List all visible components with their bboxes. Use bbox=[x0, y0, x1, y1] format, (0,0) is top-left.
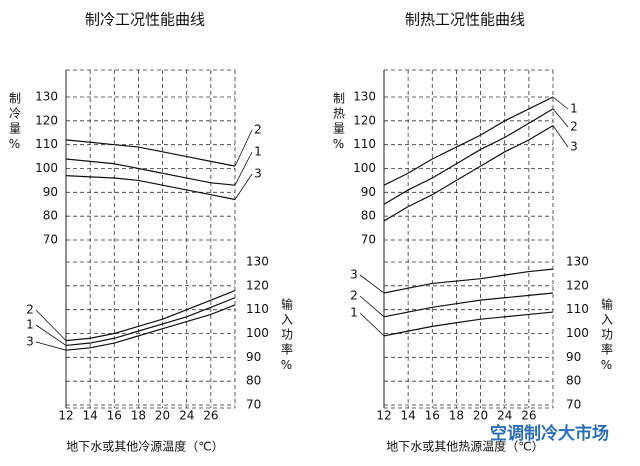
series-line bbox=[383, 268, 554, 294]
x-tick-label: 20 bbox=[155, 409, 170, 423]
y2-tick-label: 100 bbox=[246, 326, 269, 340]
chart-title: 制热工况性能曲线 bbox=[405, 11, 525, 29]
y-tick-label: 70 bbox=[361, 233, 376, 247]
leader-line bbox=[234, 151, 253, 186]
series-line bbox=[65, 297, 236, 347]
y-tick-label: 120 bbox=[35, 113, 58, 127]
leader-line bbox=[35, 309, 67, 341]
series-line bbox=[65, 158, 236, 186]
y2-tick-label: 130 bbox=[246, 255, 269, 269]
x-tick-label: 18 bbox=[449, 409, 464, 423]
y-tick-label: 90 bbox=[361, 185, 376, 199]
series-line bbox=[383, 125, 554, 222]
y-axis-label: 制冷量% bbox=[8, 92, 22, 154]
leader-line bbox=[359, 295, 385, 318]
leader-line bbox=[552, 108, 569, 128]
y2-tick-label: 90 bbox=[566, 350, 581, 364]
chart-title: 制冷工况性能曲线 bbox=[85, 11, 205, 29]
x-tick-label: 16 bbox=[425, 409, 440, 423]
y-tick-label: 90 bbox=[43, 185, 58, 199]
x-tick-label: 18 bbox=[131, 409, 146, 423]
watermark: 空调制冷大市场 bbox=[490, 423, 609, 444]
series-line bbox=[383, 311, 554, 337]
y-tick-label: 100 bbox=[35, 161, 58, 175]
series-line bbox=[383, 108, 554, 205]
x-tick-label: 24 bbox=[179, 409, 194, 423]
series-line bbox=[65, 304, 236, 351]
series-line bbox=[65, 139, 236, 167]
x-tick-label: 12 bbox=[376, 409, 391, 423]
series-label: 1 bbox=[350, 306, 358, 320]
y-tick-label: 70 bbox=[43, 233, 58, 247]
leader-line bbox=[359, 274, 385, 294]
y-tick-label: 100 bbox=[353, 161, 376, 175]
x-axis-label: 地下水或其他冷源温度（℃） bbox=[66, 439, 223, 454]
x-tick-label: 16 bbox=[107, 409, 122, 423]
series-line bbox=[65, 290, 236, 342]
leader-line bbox=[234, 129, 253, 167]
series-label: 3 bbox=[254, 167, 262, 181]
leader-line bbox=[359, 312, 385, 337]
leader-line bbox=[35, 324, 67, 346]
y2-tick-label: 120 bbox=[246, 278, 269, 292]
series-label: 2 bbox=[254, 123, 262, 137]
series-line bbox=[383, 96, 554, 186]
series-label: 3 bbox=[350, 268, 358, 282]
x-tick-label: 14 bbox=[401, 409, 416, 423]
y-axis-label: 制热量% bbox=[332, 92, 346, 154]
y-tick-label: 130 bbox=[35, 90, 58, 104]
leader-line bbox=[552, 96, 569, 110]
y2-tick-label: 120 bbox=[566, 278, 589, 292]
leader-line bbox=[552, 125, 569, 148]
series-line bbox=[65, 175, 236, 201]
x-tick-label: 26 bbox=[521, 409, 536, 423]
y-tick-label: 110 bbox=[35, 137, 58, 151]
y-tick-label: 80 bbox=[43, 209, 58, 223]
series-line bbox=[383, 292, 554, 318]
series-label: 3 bbox=[570, 140, 578, 154]
x-tick-label: 14 bbox=[83, 409, 98, 423]
y2-tick-label: 70 bbox=[246, 398, 261, 412]
y2-tick-label: 80 bbox=[566, 374, 581, 388]
x-tick-label: 24 bbox=[497, 409, 512, 423]
y-tick-label: 120 bbox=[353, 113, 376, 127]
x-tick-label: 12 bbox=[58, 409, 73, 423]
y2-tick-label: 110 bbox=[566, 302, 589, 316]
y-tick-label: 80 bbox=[361, 209, 376, 223]
y2-axis-label: 输入功率% bbox=[280, 297, 294, 375]
y2-tick-label: 70 bbox=[566, 398, 581, 412]
y2-tick-label: 100 bbox=[566, 326, 589, 340]
leader-line bbox=[234, 173, 253, 200]
x-tick-label: 26 bbox=[203, 409, 218, 423]
y-tick-label: 130 bbox=[353, 90, 376, 104]
x-axis-label: 地下水或其他热源温度（℃） bbox=[386, 439, 543, 454]
series-label: 1 bbox=[254, 145, 262, 159]
y2-tick-label: 80 bbox=[246, 374, 261, 388]
series-label: 3 bbox=[26, 335, 34, 349]
series-label: 2 bbox=[350, 289, 358, 303]
y2-tick-label: 130 bbox=[566, 255, 589, 269]
x-tick-label: 20 bbox=[473, 409, 488, 423]
leader-line bbox=[35, 341, 67, 351]
y-tick-label: 110 bbox=[353, 137, 376, 151]
series-label: 2 bbox=[570, 120, 578, 134]
y2-tick-label: 90 bbox=[246, 350, 261, 364]
y2-axis-label: 输入功率% bbox=[600, 297, 614, 375]
series-label: 1 bbox=[26, 318, 34, 332]
series-label: 1 bbox=[570, 102, 578, 116]
y2-tick-label: 110 bbox=[246, 302, 269, 316]
series-label: 2 bbox=[26, 303, 34, 317]
